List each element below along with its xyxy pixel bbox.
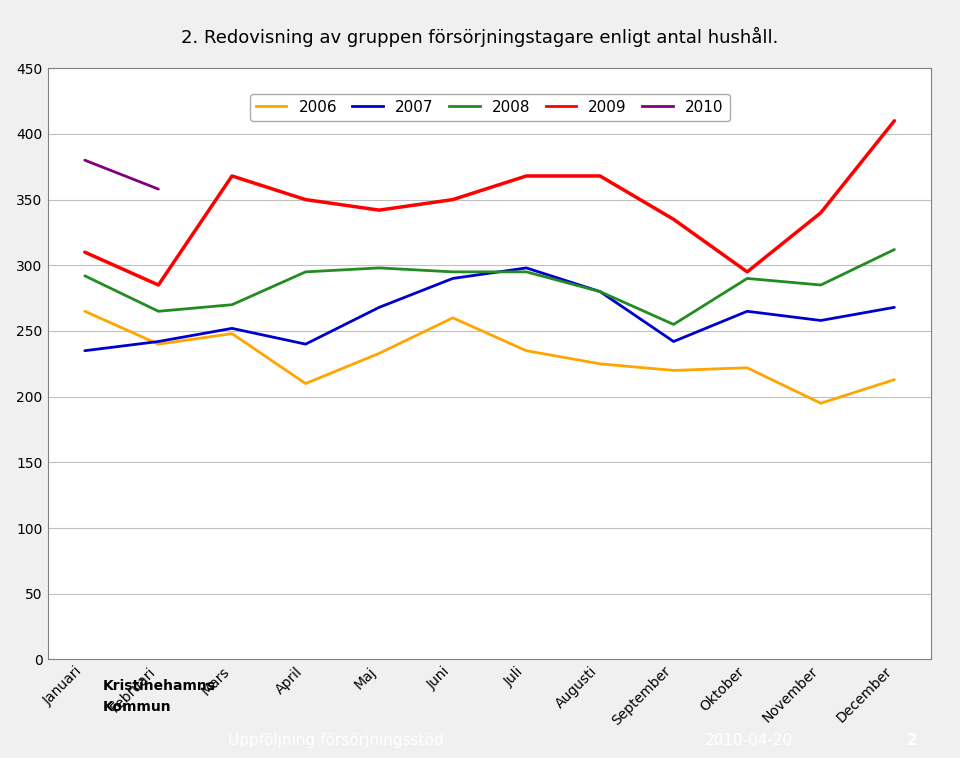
- Text: Kristinehamns: Kristinehamns: [104, 678, 216, 693]
- Legend: 2006, 2007, 2008, 2009, 2010: 2006, 2007, 2008, 2009, 2010: [250, 93, 730, 121]
- Text: 2010-04-20: 2010-04-20: [705, 734, 793, 748]
- Text: Kommun: Kommun: [104, 700, 172, 714]
- Text: Uppföljning försörjningsstöd: Uppföljning försörjningsstöd: [228, 734, 444, 748]
- Text: 2. Redovisning av gruppen försörjningstagare enligt antal hushåll.: 2. Redovisning av gruppen försörjningsta…: [181, 27, 779, 46]
- Text: 2: 2: [906, 734, 918, 748]
